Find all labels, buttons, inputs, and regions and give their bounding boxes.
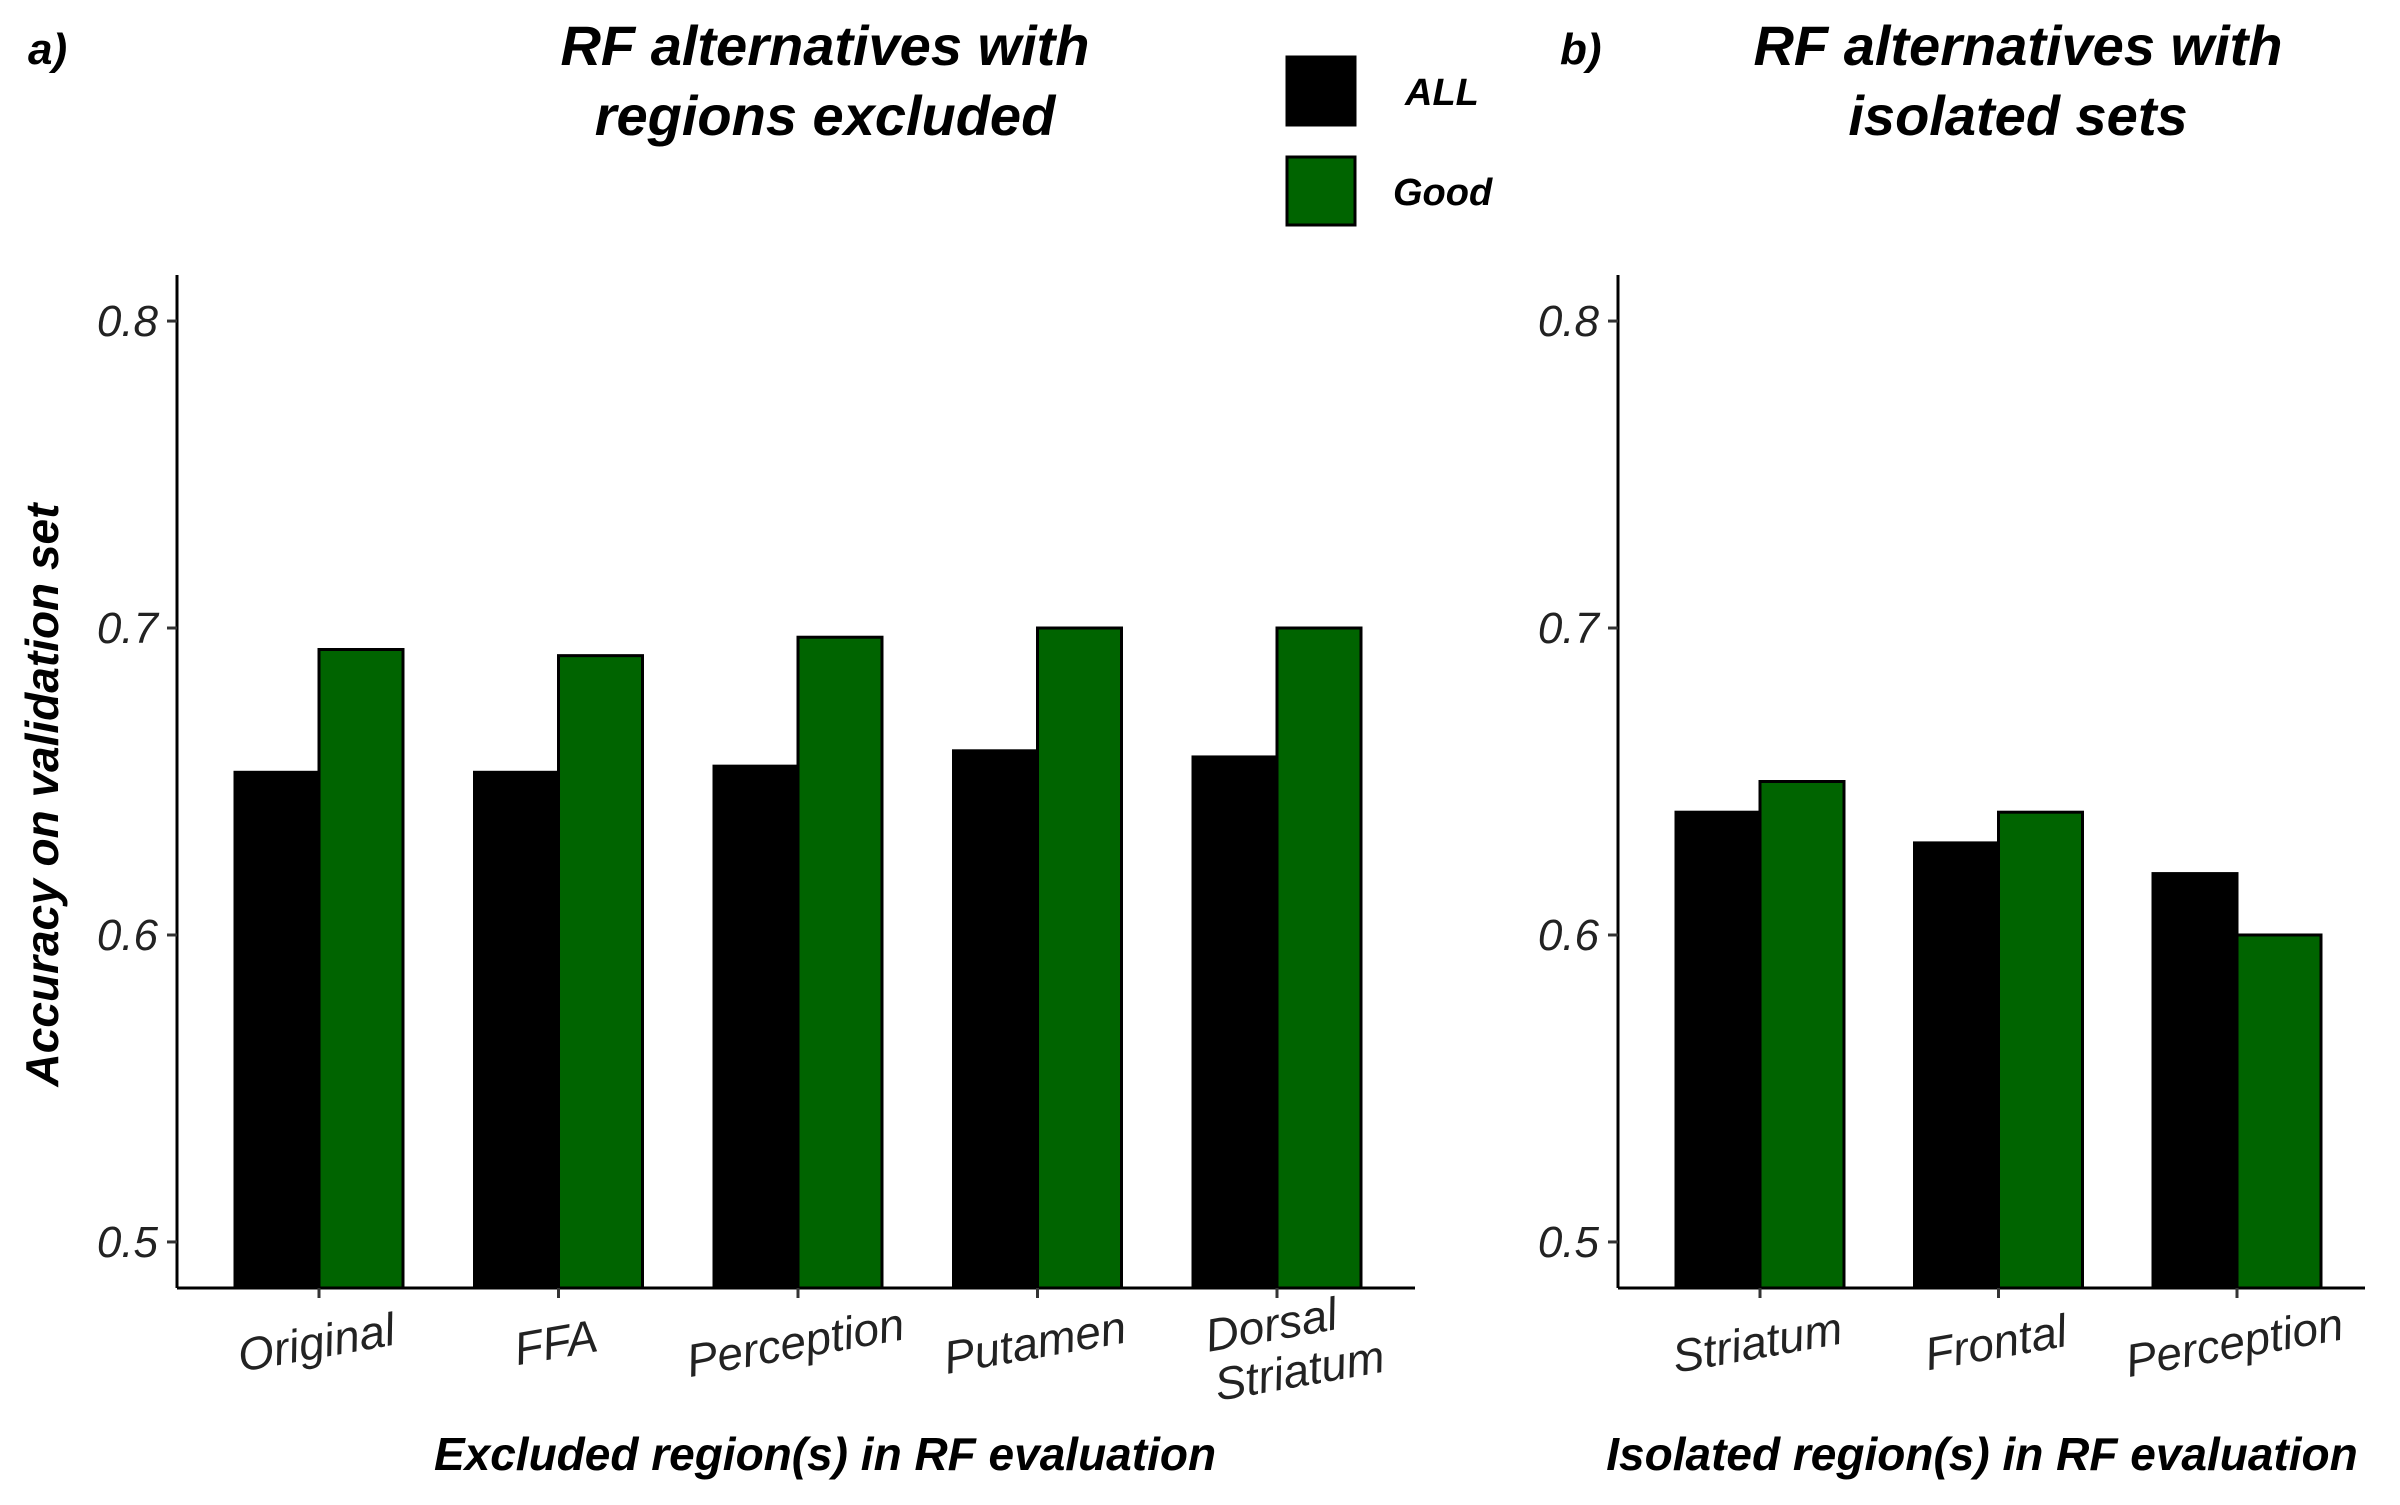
- panel-a-category-label: DorsalStriatum: [1201, 1281, 1388, 1411]
- panel-b-category-label: Striatum: [1668, 1302, 1846, 1383]
- panel-a-category-label: Putamen: [940, 1301, 1130, 1384]
- panel-b-bar-good-0: [1758, 780, 1846, 1290]
- panel-a-bar-good-0: [317, 648, 405, 1290]
- panel-a-y-tick-label: 0.7: [97, 604, 160, 653]
- panel-a-category-label-line: FFA: [510, 1309, 601, 1375]
- panel-b-y-tick-label: 0.8: [1538, 297, 1600, 346]
- panel-a-x-axis-title: Excluded region(s) in RF evaluation: [434, 1428, 1216, 1480]
- panel-a-bar-good-4: [1275, 626, 1363, 1290]
- panel-a-bar-all-0: [233, 770, 321, 1290]
- panel-b-title-line-1: RF alternatives with: [1753, 14, 2282, 77]
- panel-a-category-label: Perception: [682, 1298, 908, 1387]
- panel-a-bar-good-2: [796, 635, 884, 1290]
- panel-b-title-line-2: isolated sets: [1848, 84, 2187, 147]
- panel-a-bar-good-1: [557, 654, 644, 1290]
- panel-a-category-label-line: Putamen: [940, 1301, 1130, 1384]
- panel-a-title-line-1: RF alternatives with: [560, 14, 1089, 77]
- panel-a-category-label: FFA: [510, 1309, 601, 1375]
- panel-a-title-line-2: regions excluded: [595, 84, 1057, 147]
- panel-b-x-axis-title: Isolated region(s) in RF evaluation: [1606, 1428, 2357, 1480]
- panel-b-category-label-line: Perception: [2121, 1298, 2347, 1387]
- legend-swatch-good: [1285, 155, 1357, 227]
- panel-a-bar-good-3: [1036, 626, 1123, 1290]
- panel-a-bar-all-1: [473, 770, 560, 1290]
- legend-label-good: Good: [1393, 172, 1493, 214]
- legend-label-all: ALL: [1404, 72, 1479, 114]
- panel-b-y-tick-label: 0.7: [1538, 604, 1601, 653]
- panel-a-bar-all-3: [952, 749, 1039, 1290]
- legend-swatch-all: [1285, 55, 1357, 127]
- panel-b-category-label: Perception: [2121, 1298, 2347, 1387]
- panel-b-bar-good-2: [2235, 933, 2323, 1290]
- panel-b-bar-good-1: [1997, 810, 2084, 1290]
- panel-b-y-tick-label: 0.5: [1538, 1218, 1600, 1267]
- panel-a-category-label: Original: [234, 1303, 401, 1382]
- panel-b-tag: b): [1560, 25, 1602, 74]
- panel-b-plot: 0.5 0.6 0.7 0.8 Striatum Frontal Perception: [1538, 275, 2365, 1387]
- panel-a-bar-all-4: [1191, 755, 1279, 1290]
- panel-a-y-tick-label: 0.8: [97, 297, 159, 346]
- panel-b-bar-all-0: [1674, 810, 1762, 1290]
- panel-a-y-tick-label: 0.6: [97, 911, 159, 960]
- legend: ALL Good: [1285, 55, 1493, 227]
- panel-a-y-tick-label: 0.5: [97, 1218, 159, 1267]
- panel-a-plot: 0.5 0.6 0.7 0.8 Original FFA Perception Putamen…: [97, 275, 1415, 1411]
- panel-b-category-label-line: Frontal: [1921, 1304, 2073, 1380]
- panel-b-bar-all-1: [1913, 841, 2000, 1290]
- panel-b-category-label-line: Striatum: [1668, 1302, 1846, 1383]
- panel-a-bar-all-2: [712, 764, 800, 1290]
- y-axis-title: Accuracy on validation set: [16, 502, 68, 1088]
- panel-b-category-label: Frontal: [1921, 1304, 2073, 1380]
- panel-a-tag: a): [28, 25, 67, 74]
- panel-a-category-label-line: Original: [234, 1303, 401, 1382]
- panel-a-category-label-line: Perception: [682, 1298, 908, 1387]
- panel-b-y-tick-label: 0.6: [1538, 911, 1600, 960]
- panel-b-bar-all-2: [2151, 872, 2239, 1290]
